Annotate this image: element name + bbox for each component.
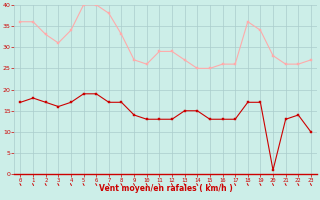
X-axis label: Vent moyen/en rafales ( km/h ): Vent moyen/en rafales ( km/h )	[99, 184, 233, 193]
